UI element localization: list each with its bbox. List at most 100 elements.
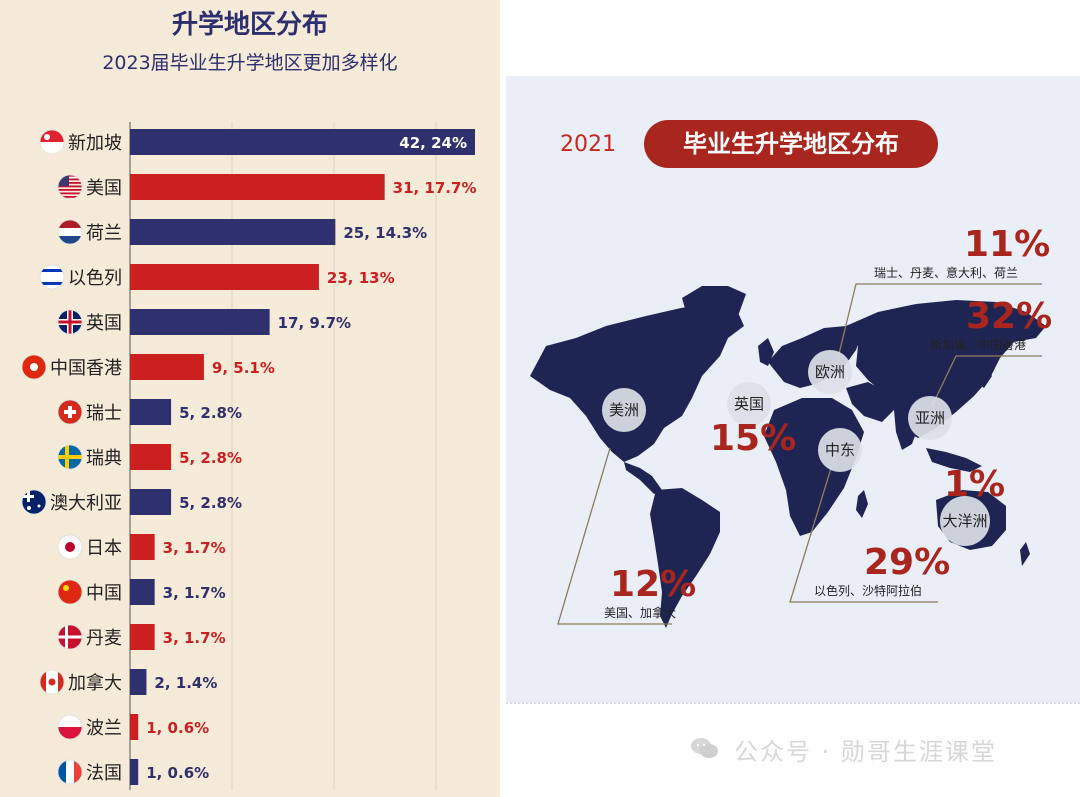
region-europe: 欧洲 <box>808 350 852 394</box>
data-label: 23, 13% <box>327 269 395 287</box>
denmark-flag-icon <box>57 624 83 650</box>
australia-flag-icon <box>21 489 47 515</box>
chart-subtitle: 2023届毕业生升学地区更加多样化 <box>102 52 398 74</box>
wechat-icon <box>691 738 718 758</box>
usa-flag-icon <box>57 174 83 200</box>
greenland-shape <box>682 286 746 326</box>
canada-flag-icon <box>39 669 65 695</box>
map-bottom-border <box>506 702 1080 710</box>
category-label: 美国 <box>86 178 122 199</box>
chart-title: 升学地区分布 <box>171 10 328 40</box>
poland-flag-icon <box>57 714 83 740</box>
bar <box>130 399 172 425</box>
middle-east-percent: 29% <box>864 542 951 583</box>
sweden-flag-icon <box>57 444 83 470</box>
data-label: 1, 0.6% <box>146 719 209 737</box>
china-flag-icon <box>57 579 83 605</box>
category-label: 新加坡 <box>68 133 122 154</box>
uk-percent: 15% <box>710 418 797 459</box>
hongkong-flag-icon <box>21 354 47 380</box>
category-label: 荷兰 <box>86 223 122 244</box>
bar-chart: 新加坡 42, 24% 美国 31, 17.7% 荷兰 25, 14.3% 以色列 23, 1… <box>21 122 477 790</box>
data-label: 42, 24% <box>399 134 467 152</box>
israel-flag-icon <box>39 264 65 290</box>
bar <box>130 534 155 560</box>
america-connector <box>557 447 672 625</box>
category-label: 加拿大 <box>68 672 122 694</box>
americas-detail: 美国、加拿大 <box>604 606 677 620</box>
data-label: 17, 9.7% <box>278 314 351 332</box>
asia-percent: 32% <box>966 296 1053 337</box>
europe-detail: 瑞士、丹麦、意大利、荷兰 <box>874 266 1019 280</box>
bar <box>130 714 139 740</box>
category-label: 中国香港 <box>50 358 122 379</box>
data-label: 3, 1.7% <box>163 539 226 557</box>
bar <box>130 354 204 380</box>
bar <box>130 579 155 605</box>
uk-flag-icon <box>57 309 83 335</box>
category-label: 丹麦 <box>86 628 122 649</box>
central-america-shape <box>624 462 662 494</box>
bar <box>130 669 147 695</box>
watermark-text: 公众号 · 勋哥生涯课堂 <box>734 738 997 766</box>
bar <box>130 219 336 245</box>
category-label: 瑞士 <box>86 403 122 424</box>
madagascar-shape <box>856 490 868 518</box>
singapore-flag-icon <box>39 129 65 155</box>
data-label: 5, 2.8% <box>179 449 242 467</box>
data-label: 5, 2.8% <box>179 494 242 512</box>
category-label: 中国 <box>86 583 122 604</box>
asia-detail: 新加坡、中国香港 <box>930 338 1027 352</box>
world-map <box>530 283 1046 628</box>
bar <box>130 264 319 290</box>
region-middle-east: 中东 <box>818 428 862 472</box>
region-americas: 美洲 <box>602 388 646 432</box>
bar <box>130 624 155 650</box>
japan-shape <box>976 364 992 388</box>
region-uk: 英国 <box>727 382 771 426</box>
category-label: 瑞典 <box>86 448 122 469</box>
map-year-label: 2021 <box>560 132 616 157</box>
bar <box>130 489 172 515</box>
europe-connector <box>835 283 1042 367</box>
asia-shape <box>846 300 1046 438</box>
data-label: 1, 0.6% <box>146 764 209 782</box>
data-label: 3, 1.7% <box>163 584 226 602</box>
americas-percent: 12% <box>610 564 697 605</box>
bar <box>130 444 172 470</box>
world-map-panel: 2021 毕业生升学地区分布 美洲 英国 欧洲 亚洲 中东 大洋洲 12% 15… <box>506 76 1080 706</box>
uk-shape <box>758 338 774 366</box>
data-label: 31, 17.7% <box>393 179 477 197</box>
oceania-percent: 1% <box>944 464 1006 505</box>
asia-connector <box>931 355 1042 407</box>
bar <box>130 174 385 200</box>
southeast-asia-shape <box>926 448 982 472</box>
bar <box>130 309 270 335</box>
data-label: 2, 1.4% <box>154 674 217 692</box>
category-label: 日本 <box>86 538 122 559</box>
region-asia: 亚洲 <box>908 396 952 440</box>
map-title: 毕业生升学地区分布 <box>683 130 899 158</box>
netherlands-flag-icon <box>57 219 83 245</box>
new-zealand-shape <box>1020 542 1030 566</box>
category-label: 澳大利亚 <box>50 493 122 514</box>
category-label: 以色列 <box>68 268 122 289</box>
category-label: 波兰 <box>86 718 122 739</box>
map-title-pill: 毕业生升学地区分布 <box>644 120 938 168</box>
region-oceania: 大洋洲 <box>940 496 990 546</box>
data-label: 25, 14.3% <box>343 224 427 242</box>
data-label: 5, 2.8% <box>179 404 242 422</box>
middle-east-detail: 以色列、沙特阿拉伯 <box>814 584 923 598</box>
data-label: 9, 5.1% <box>212 359 275 377</box>
bar <box>130 759 139 785</box>
europe-percent: 11% <box>964 224 1051 265</box>
japan-flag-icon <box>57 534 83 560</box>
france-flag-icon <box>57 759 83 785</box>
middle-east-connector <box>789 451 938 603</box>
left-chart-panel: 升学地区分布 2023届毕业生升学地区更加多样化 新加坡 42, 24% 美国 31,… <box>0 0 500 797</box>
data-label: 3, 1.7% <box>163 629 226 647</box>
north-america-shape <box>530 304 744 462</box>
bar <box>130 129 475 155</box>
south-america-shape <box>650 488 720 628</box>
category-label: 法国 <box>86 763 122 784</box>
